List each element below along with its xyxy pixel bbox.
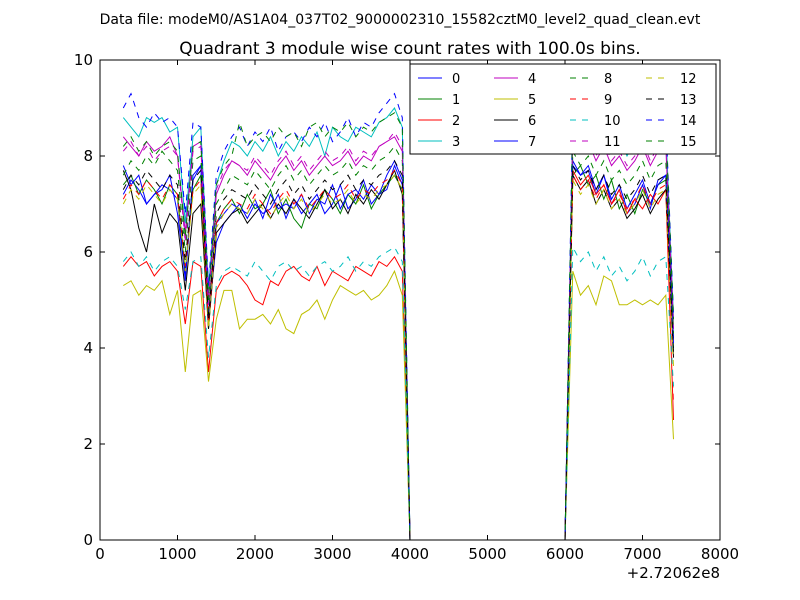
- x-tick-label-1000: 1000: [158, 545, 196, 563]
- x-tick-label-8000: 8000: [701, 545, 739, 563]
- x-tick-label-3000: 3000: [313, 545, 351, 563]
- legend-label-15: 15: [680, 135, 697, 150]
- legend-label-11: 11: [604, 135, 621, 150]
- legend-label-2: 2: [452, 114, 460, 129]
- legend-label-8: 8: [604, 72, 612, 87]
- legend-label-3: 3: [452, 135, 460, 150]
- series-line-0: [122, 163, 674, 541]
- legend-label-6: 6: [528, 114, 536, 129]
- x-tick-label-2000: 2000: [236, 545, 274, 563]
- series-line-5: [123, 269, 674, 541]
- y-tick-label-10: 10: [74, 51, 93, 69]
- legend-label-12: 12: [680, 72, 697, 87]
- x-axis: 0 1000 2000 3000 4000 5000 6000 7000 8000: [95, 60, 739, 563]
- y-tick-label-2: 2: [83, 435, 93, 453]
- series-line-9: [122, 169, 674, 541]
- x-tick-label-4000: 4000: [391, 545, 429, 563]
- legend-label-7: 7: [528, 135, 536, 150]
- x-tick-label-0: 0: [95, 545, 105, 563]
- legend-label-1: 1: [452, 93, 460, 108]
- y-tick-label-8: 8: [83, 147, 93, 165]
- series-line-10: [122, 245, 674, 541]
- legend-box: [409, 63, 717, 155]
- legend-label-9: 9: [604, 93, 612, 108]
- legend-label-14: 14: [680, 114, 697, 129]
- legend-label-13: 13: [680, 93, 697, 108]
- series-line-2: [122, 168, 674, 541]
- y-tick-label-0: 0: [83, 531, 93, 549]
- x-tick-label-6000: 6000: [546, 545, 584, 563]
- series-line-14: [122, 88, 674, 541]
- legend-label-0: 0: [452, 72, 460, 87]
- chart-title: Quadrant 3 module wise count rates with …: [179, 39, 640, 59]
- series-line-8: [122, 145, 674, 541]
- y-tick-label-4: 4: [83, 339, 93, 357]
- legend-label-10: 10: [604, 114, 621, 129]
- x-tick-label-5000: 5000: [468, 545, 506, 563]
- series-line-13: [122, 159, 674, 541]
- y-tick-label-6: 6: [83, 243, 93, 261]
- series-line-12: [122, 174, 674, 541]
- x-tick-label-7000: 7000: [623, 545, 661, 563]
- legend-label-4: 4: [528, 72, 536, 87]
- x-offset-label: +2.72062e8: [627, 564, 720, 582]
- legend-label-5: 5: [528, 93, 536, 108]
- series-layer: [122, 88, 674, 541]
- datafile-header: Data file: modeM0/AS1A04_037T02_90000023…: [100, 12, 701, 28]
- series-line-15: [122, 112, 674, 541]
